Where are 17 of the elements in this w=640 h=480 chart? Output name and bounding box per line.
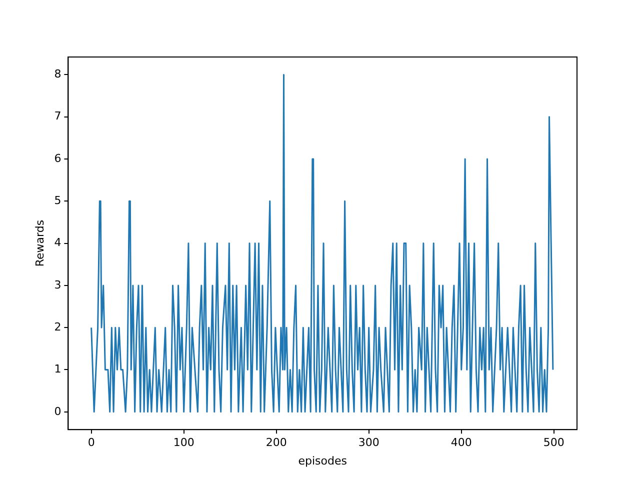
y-tick-label: 4 — [54, 236, 62, 250]
x-tick-label: 300 — [358, 436, 380, 450]
y-tick-label: 0 — [54, 404, 62, 418]
x-tick-label: 200 — [266, 436, 287, 450]
x-tick-label: 400 — [450, 436, 472, 450]
y-tick-label: 7 — [54, 110, 62, 123]
x-tick-label: 100 — [173, 436, 194, 450]
y-tick-label: 2 — [54, 320, 62, 334]
y-tick-label: 8 — [54, 68, 62, 81]
y-tick-label: 6 — [54, 152, 62, 165]
y-tick-label: 3 — [54, 278, 62, 292]
y-tick-label: 5 — [54, 194, 62, 208]
y-tick-label: 1 — [54, 362, 62, 376]
x-tick-label: 500 — [543, 436, 564, 450]
x-tick-label: 0 — [88, 436, 95, 450]
y-axis-title: Rewards — [33, 220, 46, 267]
x-axis-title: episodes — [298, 454, 348, 468]
